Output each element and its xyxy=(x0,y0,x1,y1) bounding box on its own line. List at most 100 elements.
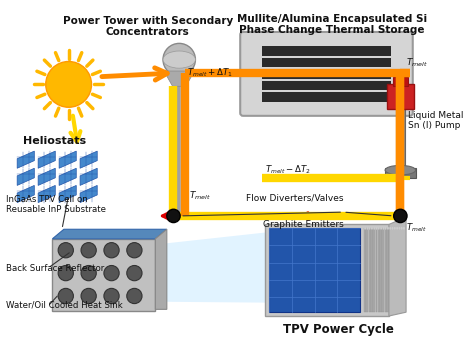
Ellipse shape xyxy=(163,51,196,68)
Ellipse shape xyxy=(401,227,403,230)
Bar xyxy=(385,228,387,312)
Ellipse shape xyxy=(163,43,196,76)
Ellipse shape xyxy=(373,227,375,230)
Bar xyxy=(389,228,391,312)
Polygon shape xyxy=(59,168,76,185)
Ellipse shape xyxy=(367,227,368,230)
Bar xyxy=(262,92,391,102)
Bar xyxy=(396,108,405,170)
Text: $T_{melt}$: $T_{melt}$ xyxy=(189,190,211,202)
Circle shape xyxy=(394,209,407,222)
Circle shape xyxy=(81,243,96,258)
Ellipse shape xyxy=(399,227,400,230)
Polygon shape xyxy=(38,185,55,203)
Ellipse shape xyxy=(392,227,393,230)
Polygon shape xyxy=(156,229,167,309)
Text: $T_{melt}-\Delta T_2$: $T_{melt}-\Delta T_2$ xyxy=(265,163,311,176)
Bar xyxy=(396,228,398,312)
Bar xyxy=(387,84,414,109)
Text: Power Tower with Secondary
Concentrators: Power Tower with Secondary Concentrators xyxy=(63,16,233,37)
Text: Back Surface Reflector: Back Surface Reflector xyxy=(6,264,104,273)
Circle shape xyxy=(104,243,119,258)
Polygon shape xyxy=(389,217,406,316)
Ellipse shape xyxy=(403,227,405,230)
FancyBboxPatch shape xyxy=(240,32,413,116)
Bar xyxy=(371,228,373,312)
Ellipse shape xyxy=(368,227,371,230)
Bar xyxy=(401,228,403,312)
Bar xyxy=(265,225,389,316)
Polygon shape xyxy=(269,228,360,312)
Ellipse shape xyxy=(389,227,391,230)
Polygon shape xyxy=(156,232,269,303)
Bar xyxy=(380,228,382,312)
Bar xyxy=(364,228,366,312)
Polygon shape xyxy=(53,229,167,239)
Bar xyxy=(373,228,375,312)
Circle shape xyxy=(81,265,96,281)
Bar xyxy=(174,75,184,216)
Ellipse shape xyxy=(385,166,415,175)
Circle shape xyxy=(58,243,73,258)
Ellipse shape xyxy=(380,227,382,230)
Circle shape xyxy=(127,243,142,258)
Text: Water/Oil Cooled Heat Sink: Water/Oil Cooled Heat Sink xyxy=(6,301,123,310)
Ellipse shape xyxy=(378,227,380,230)
Bar xyxy=(177,75,180,216)
Text: TPV Power Cycle: TPV Power Cycle xyxy=(283,323,394,336)
Circle shape xyxy=(58,265,73,281)
Polygon shape xyxy=(17,151,34,168)
Text: $T_{melt}$: $T_{melt}$ xyxy=(406,57,428,69)
Ellipse shape xyxy=(383,227,384,230)
Text: Flow Diverters/Valves: Flow Diverters/Valves xyxy=(246,194,343,203)
Bar xyxy=(378,228,380,312)
Polygon shape xyxy=(38,168,55,185)
Bar xyxy=(262,69,391,79)
Polygon shape xyxy=(80,185,97,203)
Bar xyxy=(403,228,405,312)
Text: Liquid Metal
Sn (l) Pump: Liquid Metal Sn (l) Pump xyxy=(408,111,463,130)
Circle shape xyxy=(167,209,180,222)
Bar xyxy=(394,228,396,312)
Circle shape xyxy=(58,288,73,304)
Text: Heliostats: Heliostats xyxy=(23,136,86,146)
Bar xyxy=(180,75,183,216)
Polygon shape xyxy=(80,151,97,168)
Ellipse shape xyxy=(385,227,387,230)
Bar xyxy=(367,228,368,312)
Ellipse shape xyxy=(371,227,373,230)
Bar xyxy=(376,228,377,312)
Bar xyxy=(262,46,391,56)
Circle shape xyxy=(81,288,96,304)
Ellipse shape xyxy=(376,227,377,230)
Polygon shape xyxy=(17,185,34,203)
Bar xyxy=(368,228,371,312)
Text: Mullite/Alumina Encapsulated Si
Phase Change Thermal Storage: Mullite/Alumina Encapsulated Si Phase Ch… xyxy=(237,14,427,35)
Bar xyxy=(385,168,415,178)
Bar xyxy=(392,228,393,312)
Text: Graphite Emitters: Graphite Emitters xyxy=(263,220,344,229)
Circle shape xyxy=(104,265,119,281)
Bar xyxy=(399,228,400,312)
Bar xyxy=(262,81,391,90)
Polygon shape xyxy=(59,185,76,203)
Bar xyxy=(387,228,389,312)
Bar xyxy=(262,58,391,67)
Circle shape xyxy=(127,265,142,281)
Bar xyxy=(383,228,384,312)
Text: $T_{melt}$: $T_{melt}$ xyxy=(406,222,427,234)
Ellipse shape xyxy=(364,227,366,230)
Bar xyxy=(174,75,177,216)
Ellipse shape xyxy=(394,227,396,230)
Circle shape xyxy=(46,61,92,107)
Ellipse shape xyxy=(396,227,398,230)
Polygon shape xyxy=(17,168,34,185)
Polygon shape xyxy=(80,168,97,185)
Polygon shape xyxy=(38,151,55,168)
Polygon shape xyxy=(164,71,195,86)
Ellipse shape xyxy=(387,227,389,230)
Circle shape xyxy=(104,288,119,304)
Bar xyxy=(393,77,408,86)
Circle shape xyxy=(127,288,142,304)
Text: InGaAs TPV Cell on
Reusable InP Substrate: InGaAs TPV Cell on Reusable InP Substrat… xyxy=(6,195,106,214)
